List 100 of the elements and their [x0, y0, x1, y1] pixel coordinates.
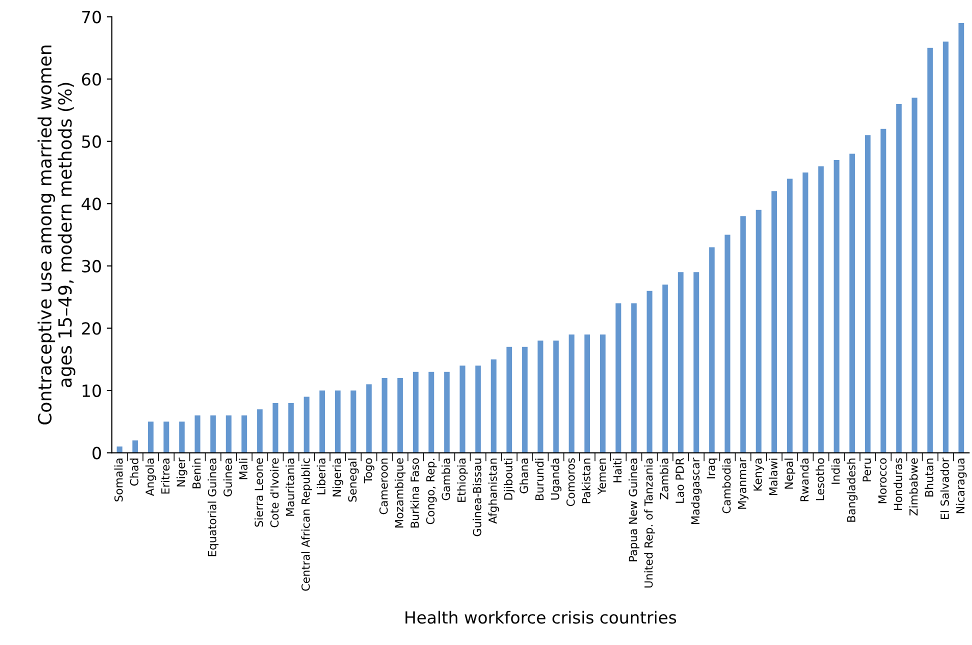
- bar: [148, 422, 154, 453]
- x-tick-label: Burkina Faso: [410, 458, 419, 528]
- x-tick-label: Guinea: [223, 458, 232, 496]
- bar: [460, 366, 466, 453]
- x-tick-label: Papua New Guinea: [628, 458, 640, 562]
- x-tick-label: Central African Republic: [301, 458, 312, 591]
- x-tick-label: Ghana: [519, 458, 528, 494]
- x-tick-label: Pakistan: [582, 458, 590, 504]
- bar: [834, 160, 840, 453]
- x-tick-label: Angola: [145, 458, 156, 496]
- bar: [631, 303, 637, 453]
- y-tick-label: 60: [82, 73, 101, 86]
- x-tick-label: Nigeria: [332, 458, 344, 496]
- x-tick-label: Ethiopia: [457, 458, 468, 502]
- y-axis-title: Contraceptive use among married women ages 15–49, modern methods (%): [38, 46, 76, 424]
- x-tick-label: India: [831, 458, 840, 484]
- bar: [694, 272, 700, 453]
- x-tick-label: Comoros: [566, 458, 575, 506]
- x-tick-label: Congo, Rep.: [426, 458, 437, 524]
- bar: [958, 23, 964, 453]
- x-tick-label: Niger: [176, 458, 188, 486]
- x-tick-label: Bhutan: [924, 458, 934, 496]
- y-tick-label: 30: [82, 260, 101, 272]
- x-tick-label: Nepal: [784, 458, 796, 489]
- x-tick-label: Somalia: [114, 458, 123, 502]
- x-tick-label: Malawi: [768, 458, 778, 496]
- x-tick-label: Madagascar: [690, 458, 702, 524]
- bar: [194, 415, 200, 453]
- bar: [179, 422, 185, 453]
- bar: [912, 98, 918, 453]
- x-axis-title: Health workforce crisis countries: [406, 610, 676, 624]
- bar: [164, 422, 170, 453]
- x-tick-label: Afghanistan: [488, 458, 500, 524]
- bar: [304, 396, 310, 453]
- bar: [678, 272, 684, 453]
- bar: [241, 415, 248, 453]
- x-tick-label: Chad: [130, 458, 138, 486]
- bar: [818, 166, 824, 453]
- x-tick-label: United Rep. of Tanzania: [644, 458, 655, 588]
- x-tick-label: Lao PDR: [676, 458, 684, 503]
- x-tick-label: Mauritania: [286, 458, 294, 516]
- bar: [132, 440, 138, 453]
- x-tick-label: Kenya: [754, 458, 764, 491]
- y-tick-label: 70: [82, 10, 101, 24]
- x-tick-label: Equatorial Guinea: [208, 458, 218, 556]
- bar: [382, 378, 388, 453]
- x-tick-label: Uganda: [550, 458, 562, 500]
- x-tick-label: Burundi: [535, 458, 544, 500]
- x-tick-label: Cote d'Ivoire: [270, 458, 279, 528]
- bar: [646, 290, 652, 453]
- x-tick-label: Zambia: [660, 458, 668, 500]
- bar: [756, 210, 762, 453]
- x-tick-label: Morocco: [878, 458, 887, 504]
- x-tick-label: Liberia: [316, 458, 326, 494]
- bar: [397, 378, 403, 453]
- bar: [553, 340, 559, 453]
- bar: [334, 390, 341, 453]
- bar: [428, 372, 434, 453]
- bar: [880, 128, 886, 453]
- bar: [257, 409, 263, 453]
- x-tick-label: Cambodia: [722, 458, 731, 514]
- bar: [226, 415, 232, 453]
- x-tick-label: Myanmar: [738, 458, 748, 509]
- bar: [490, 359, 496, 453]
- bar: [475, 366, 481, 453]
- bar: [506, 346, 512, 453]
- x-tick-label: El Salvador: [940, 458, 949, 519]
- x-tick-label: Senegal: [348, 458, 359, 502]
- y-tick-label: 0: [92, 446, 101, 460]
- bar: [210, 415, 216, 453]
- y-tick-label: 40: [82, 198, 101, 210]
- bar: [350, 390, 356, 453]
- bar: [771, 191, 778, 453]
- bar: [849, 154, 855, 453]
- x-tick-label: Sierra Leone: [254, 458, 264, 527]
- x-tick-label: Eritrea: [160, 458, 170, 494]
- x-tick-label: Togo: [364, 458, 374, 484]
- x-tick-label: Mali: [238, 458, 248, 480]
- bar: [522, 346, 528, 453]
- bar: [288, 402, 294, 453]
- x-tick-label: Bangladesh: [846, 458, 858, 522]
- bar: [444, 372, 450, 453]
- x-tick-label: Cameroon: [379, 458, 388, 514]
- bar: [272, 402, 278, 453]
- y-tick-label: 10: [82, 384, 101, 398]
- bar: [864, 135, 871, 453]
- bar: [538, 340, 544, 453]
- bar: [787, 178, 793, 453]
- x-tick-label: Djibouti: [504, 458, 515, 500]
- bar: [927, 48, 933, 453]
- bar: [584, 334, 590, 453]
- x-tick-label: Benin: [192, 458, 201, 488]
- x-tick-label: Iraq: [706, 458, 718, 478]
- x-tick-label: Guinea-Bissau: [472, 458, 482, 536]
- bar: [724, 234, 730, 453]
- x-tick-label: Yemen: [598, 458, 606, 495]
- x-tick-label: Honduras: [894, 458, 902, 510]
- bar: [896, 104, 902, 453]
- y-tick-label: 20: [82, 322, 101, 335]
- x-tick-label: Peru: [862, 458, 871, 482]
